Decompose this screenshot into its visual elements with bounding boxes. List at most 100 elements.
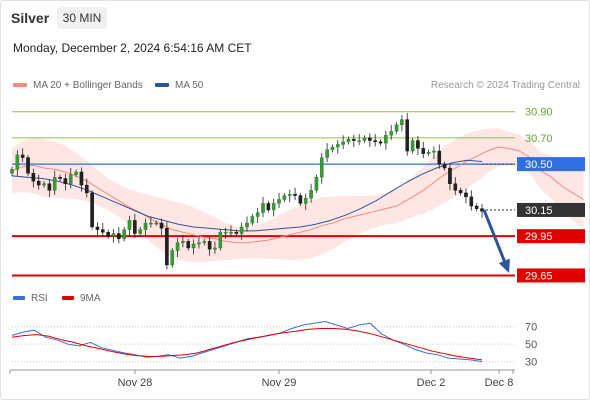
legend-rsi-label: RSI bbox=[31, 293, 48, 304]
level-label-30-70: 30.70 bbox=[525, 133, 553, 145]
candle bbox=[106, 229, 110, 239]
candle-body bbox=[277, 199, 281, 204]
candle bbox=[245, 216, 249, 232]
candle bbox=[234, 229, 239, 237]
candle-body bbox=[368, 137, 372, 141]
candle-body bbox=[165, 228, 169, 266]
candle bbox=[394, 122, 399, 134]
candle-body bbox=[36, 180, 41, 186]
candle bbox=[213, 241, 217, 254]
candle bbox=[143, 218, 148, 237]
candle bbox=[191, 239, 196, 255]
candlesticks bbox=[10, 113, 484, 270]
ma20-line bbox=[11, 146, 584, 244]
copyright-text: Research © 2024 Trading Central bbox=[430, 80, 580, 91]
candle-body bbox=[159, 222, 164, 229]
candle-body bbox=[138, 229, 142, 234]
candle bbox=[20, 148, 25, 163]
candle-body bbox=[255, 212, 260, 217]
candle bbox=[36, 174, 41, 190]
candle-body bbox=[448, 167, 452, 184]
candle bbox=[400, 114, 404, 132]
candle-body bbox=[389, 131, 394, 136]
candle-body bbox=[213, 247, 217, 250]
legend-ma50-label: MA 50 bbox=[175, 80, 204, 91]
candle bbox=[95, 222, 100, 237]
candle bbox=[362, 135, 367, 144]
legend-9ma-label: 9MA bbox=[80, 293, 101, 304]
candle bbox=[197, 236, 201, 249]
candle bbox=[42, 181, 46, 188]
level-tag-29-95 bbox=[517, 229, 585, 244]
candle-body bbox=[58, 177, 62, 179]
candle-body bbox=[90, 192, 94, 228]
candle-body bbox=[287, 194, 292, 196]
candle-body bbox=[117, 233, 121, 239]
rsi-swatch-icon bbox=[13, 296, 25, 301]
candle bbox=[266, 200, 271, 213]
rsi-level-label-30: 30 bbox=[525, 357, 537, 369]
candle bbox=[122, 226, 126, 242]
candle bbox=[330, 144, 335, 153]
rsi-level-label-50: 50 bbox=[525, 339, 537, 351]
candle bbox=[170, 247, 175, 268]
x-axis-label: Dec 8 bbox=[485, 377, 514, 389]
candle-body bbox=[181, 241, 185, 243]
candle-body bbox=[133, 220, 137, 234]
candle bbox=[84, 178, 89, 198]
candle-body bbox=[186, 241, 191, 249]
candle-body bbox=[314, 177, 319, 191]
candle-body bbox=[68, 174, 73, 184]
candle bbox=[255, 207, 260, 224]
candle-body bbox=[416, 140, 420, 149]
candle bbox=[52, 170, 57, 195]
candle bbox=[469, 190, 474, 211]
candle bbox=[26, 154, 30, 176]
candle bbox=[117, 226, 121, 244]
candle bbox=[74, 169, 78, 178]
candle bbox=[154, 220, 159, 226]
candle bbox=[437, 144, 442, 169]
candle bbox=[410, 137, 415, 154]
candle bbox=[239, 222, 244, 241]
candle-body bbox=[319, 157, 324, 178]
candle bbox=[426, 149, 431, 157]
interval-button[interactable]: 30 MIN bbox=[57, 7, 107, 29]
chart-datetime: Monday, December 2, 2024 6:54:16 AM CET bbox=[13, 41, 252, 55]
candle-body bbox=[442, 163, 447, 169]
candle bbox=[309, 183, 313, 203]
candle bbox=[218, 229, 223, 251]
candle bbox=[138, 226, 142, 237]
candle-body bbox=[31, 173, 36, 182]
candle-body bbox=[335, 144, 340, 148]
candle bbox=[421, 141, 426, 159]
candle-body bbox=[84, 184, 89, 194]
legend-ma50: MA 50 bbox=[155, 80, 203, 91]
candle-body bbox=[95, 226, 100, 230]
level-lines bbox=[12, 111, 515, 277]
candle-body bbox=[437, 150, 442, 165]
candle-body bbox=[378, 141, 383, 144]
candle bbox=[202, 238, 207, 246]
candle bbox=[352, 134, 356, 148]
candle-body bbox=[298, 195, 303, 204]
candle bbox=[47, 179, 52, 197]
candle bbox=[223, 227, 228, 239]
candle bbox=[458, 187, 463, 196]
candle bbox=[165, 221, 169, 270]
rsi-line bbox=[11, 320, 483, 363]
candle-body bbox=[170, 250, 175, 266]
candle-body bbox=[405, 119, 410, 152]
candle bbox=[159, 218, 164, 235]
rsi-panel: 70 50 30 bbox=[11, 320, 537, 369]
candle bbox=[346, 136, 351, 145]
legend-9ma: 9MA bbox=[62, 293, 101, 304]
candle-body bbox=[239, 226, 244, 234]
candle-body bbox=[410, 140, 415, 152]
candle-body bbox=[453, 183, 458, 191]
candle-body bbox=[394, 124, 399, 132]
candle bbox=[416, 135, 420, 155]
x-axis-label: Nov 28 bbox=[118, 377, 153, 389]
candle bbox=[15, 150, 20, 176]
